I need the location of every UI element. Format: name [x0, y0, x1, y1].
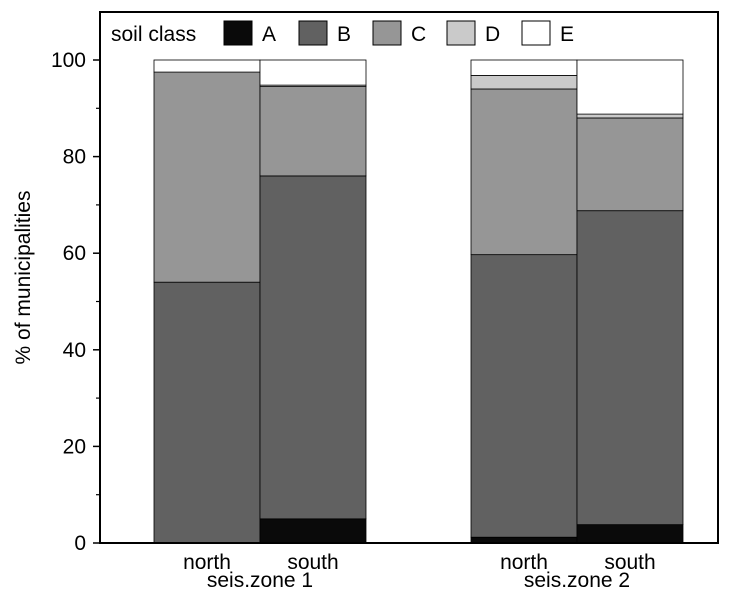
y-tick-label: 20	[63, 435, 86, 458]
bar-segment-seis-zone-2-south-E	[576, 59, 684, 115]
legend-swatch-E	[521, 20, 551, 46]
bar-segment-seis-zone-1-north-C	[153, 71, 261, 283]
legend-label-D: D	[485, 23, 500, 46]
bar-segment-seis-zone-2-north-D	[470, 75, 578, 90]
bar-segment-seis-zone-2-south-D	[576, 113, 684, 119]
bar-label: south	[604, 551, 655, 574]
legend-label-E: E	[560, 23, 574, 46]
bar-segment-seis-zone-1-south-E	[259, 59, 367, 86]
plot-frame	[99, 11, 719, 544]
bar-label: north	[183, 551, 231, 574]
bar-segment-seis-zone-1-south-C	[259, 86, 367, 177]
bar-segment-seis-zone-2-north-C	[470, 88, 578, 256]
y-axis-label: % of municipalities	[12, 191, 35, 365]
group-label: seis.zone 2	[524, 569, 630, 590]
bar-segment-seis-zone-2-south-C	[576, 117, 684, 212]
bar-segment-seis-zone-1-south-B	[259, 175, 367, 520]
legend-title: soil class	[111, 23, 196, 46]
bar-segment-seis-zone-2-north-E	[470, 59, 578, 76]
bar-segment-seis-zone-1-north-E	[153, 59, 261, 73]
y-tick-label: 0	[74, 532, 86, 555]
legend-swatch-C	[372, 20, 402, 46]
legend-label-B: B	[337, 23, 351, 46]
legend-swatch-A	[223, 20, 253, 46]
y-tick-label: 80	[63, 146, 86, 169]
bars-layer	[153, 59, 684, 544]
bar-label: north	[500, 551, 548, 574]
y-tick-label: 40	[63, 339, 86, 362]
y-tick-label: 60	[63, 242, 86, 265]
group-label: seis.zone 1	[207, 569, 313, 590]
y-tick-label: 100	[51, 49, 86, 72]
legend-label-A: A	[262, 23, 276, 46]
bar-segment-seis-zone-2-north-B	[470, 254, 578, 538]
bar-segment-seis-zone-2-south-A	[576, 524, 684, 544]
bar-segment-seis-zone-2-south-B	[576, 210, 684, 526]
bar-segment-seis-zone-1-south-A	[259, 518, 367, 544]
bar-label: south	[287, 551, 338, 574]
legend: soil class A B C D E	[111, 20, 574, 46]
bar-segment-seis-zone-1-north-B	[153, 281, 261, 544]
legend-swatch-B	[298, 20, 328, 46]
legend-swatch-D	[446, 20, 476, 46]
legend-label-C: C	[411, 23, 426, 46]
